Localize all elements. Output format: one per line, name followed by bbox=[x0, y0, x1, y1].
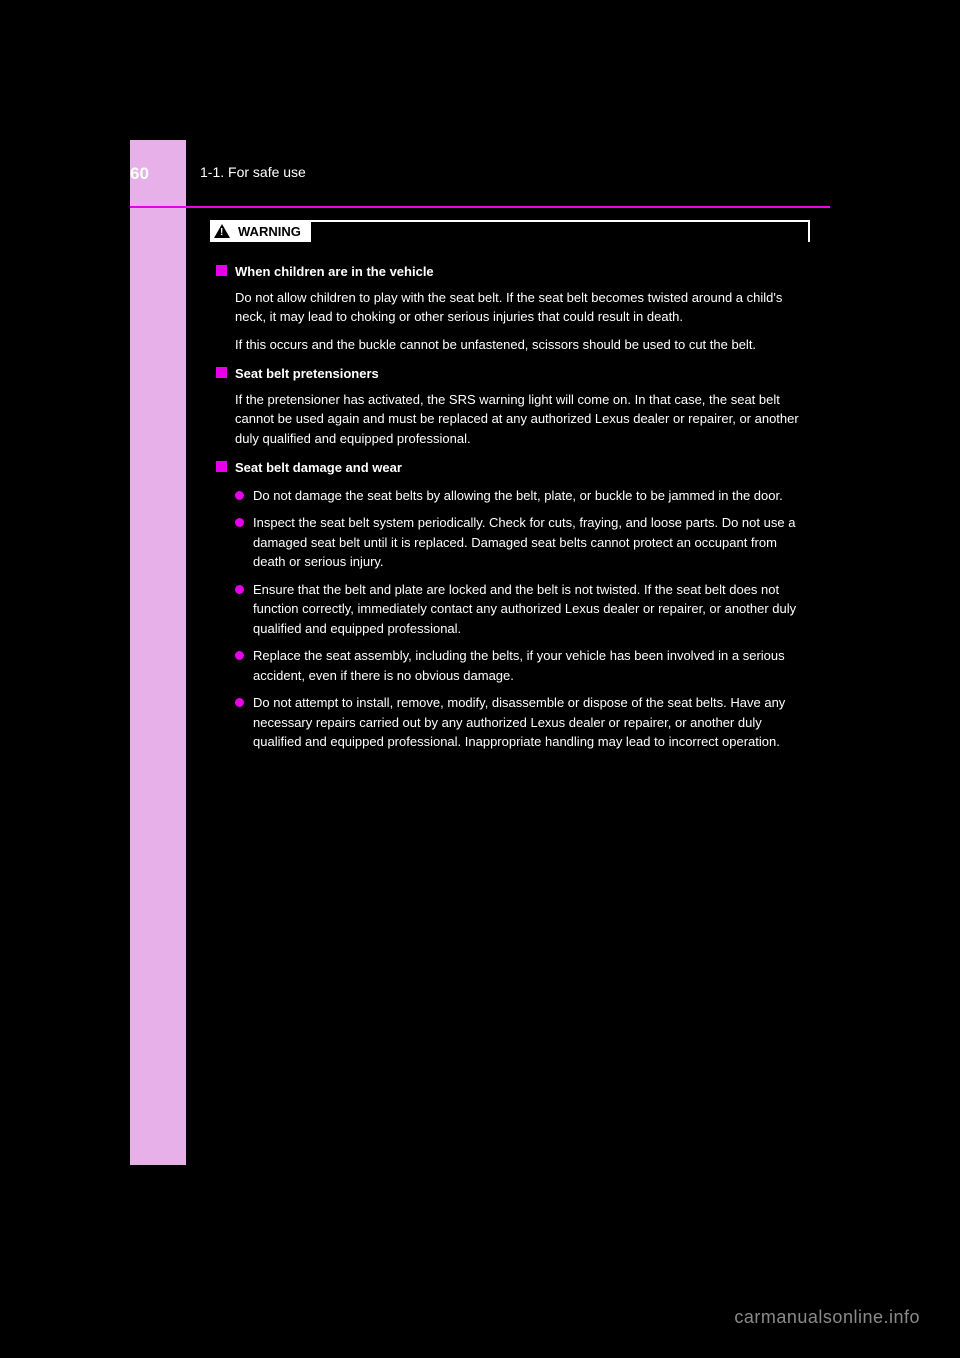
section-heading: Seat belt damage and wear bbox=[216, 458, 808, 478]
content-area: When children are in the vehicle Do not … bbox=[216, 252, 808, 752]
divider bbox=[130, 206, 830, 208]
exclaim-icon: ! bbox=[220, 227, 223, 238]
warning-label: WARNING bbox=[234, 220, 311, 242]
bullet-text: Do not attempt to install, remove, modif… bbox=[253, 693, 808, 752]
list-item: Do not damage the seat belts by allowing… bbox=[235, 486, 808, 506]
section-body: If this occurs and the buckle cannot be … bbox=[235, 335, 808, 355]
bullet-icon bbox=[235, 698, 244, 707]
bullet-text: Do not damage the seat belts by allowing… bbox=[253, 486, 808, 506]
section-heading: When children are in the vehicle bbox=[216, 262, 808, 282]
section-heading: Seat belt pretensioners bbox=[216, 364, 808, 384]
section-body: If the pretensioner has activated, the S… bbox=[235, 390, 808, 449]
warning-triangle-icon: ! bbox=[214, 224, 230, 238]
bullet-icon bbox=[235, 651, 244, 660]
bullet-text: Inspect the seat belt system periodicall… bbox=[253, 513, 808, 572]
list-item: Do not attempt to install, remove, modif… bbox=[235, 693, 808, 752]
list-item: Ensure that the belt and plate are locke… bbox=[235, 580, 808, 639]
section-tab bbox=[130, 140, 186, 1165]
bullet-text: Ensure that the belt and plate are locke… bbox=[253, 580, 808, 639]
bullet-icon bbox=[235, 585, 244, 594]
warning-header: ! WARNING bbox=[210, 220, 810, 242]
section-title: When children are in the vehicle bbox=[235, 262, 434, 282]
bullet-icon bbox=[235, 491, 244, 500]
section-title: Seat belt pretensioners bbox=[235, 364, 379, 384]
bullet-icon bbox=[235, 518, 244, 527]
warning-header-bar bbox=[311, 220, 810, 242]
warning-icon: ! bbox=[210, 220, 234, 242]
bullet-text: Replace the seat assembly, including the… bbox=[253, 646, 808, 685]
square-marker-icon bbox=[216, 461, 227, 472]
list-item: Replace the seat assembly, including the… bbox=[235, 646, 808, 685]
manual-page: 60 1-1. For safe use ! WARNING When chil… bbox=[130, 140, 830, 1165]
breadcrumb: 1-1. For safe use bbox=[200, 164, 306, 180]
section-title: Seat belt damage and wear bbox=[235, 458, 402, 478]
list-item: Inspect the seat belt system periodicall… bbox=[235, 513, 808, 572]
watermark: carmanualsonline.info bbox=[734, 1307, 920, 1328]
square-marker-icon bbox=[216, 367, 227, 378]
square-marker-icon bbox=[216, 265, 227, 276]
page-number: 60 bbox=[130, 164, 149, 184]
section-body: Do not allow children to play with the s… bbox=[235, 288, 808, 327]
